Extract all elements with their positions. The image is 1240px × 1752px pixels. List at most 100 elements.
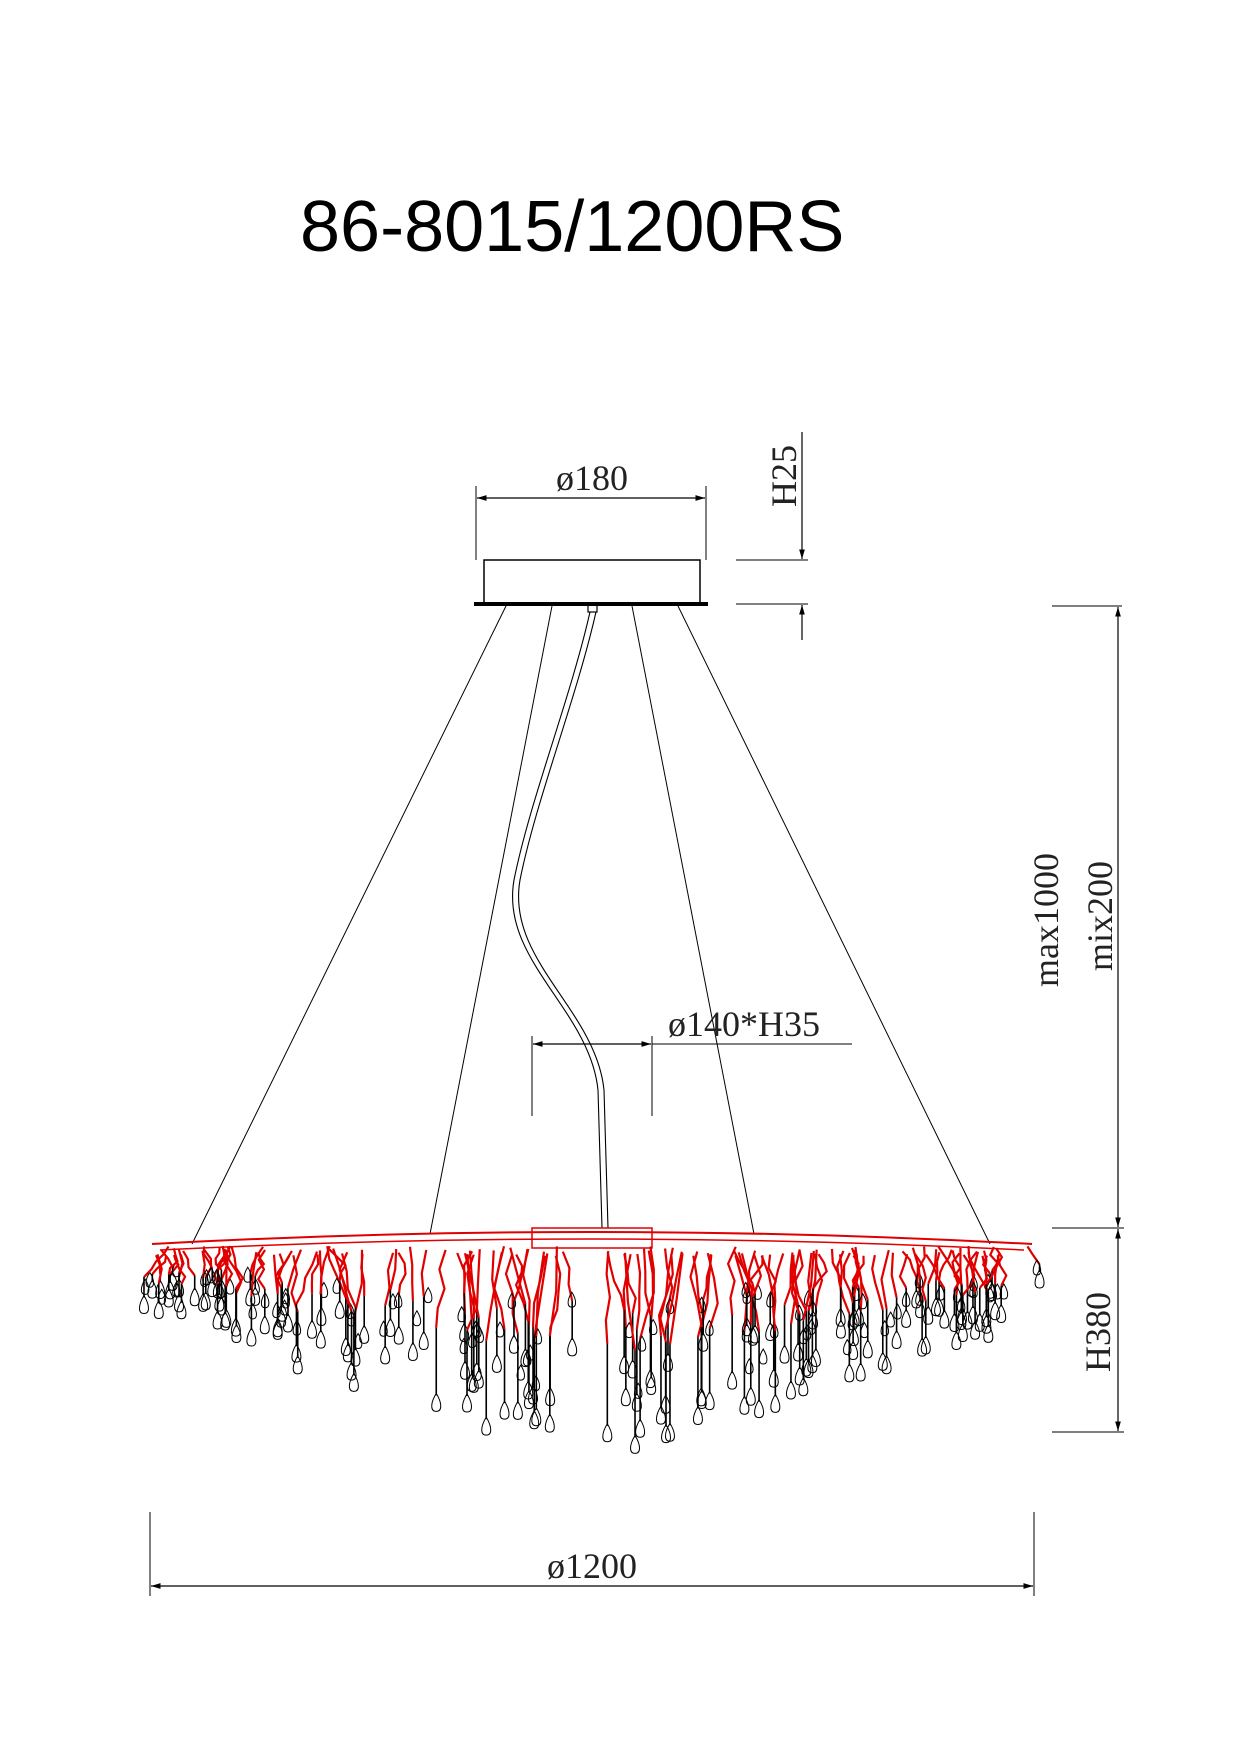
crystal-drop xyxy=(779,1344,790,1364)
crystal-drop xyxy=(936,1284,945,1301)
frame-branch xyxy=(214,1247,223,1271)
frame-branch xyxy=(606,1252,626,1311)
crystal-drop xyxy=(619,1354,630,1375)
crystal-drop xyxy=(956,1296,966,1313)
frame-branch xyxy=(217,1246,232,1271)
frame-branch xyxy=(172,1254,187,1285)
crystal-drop xyxy=(471,1320,480,1337)
frame-branch xyxy=(751,1254,763,1298)
frame-branch xyxy=(286,1249,302,1289)
crystal-drop xyxy=(793,1341,804,1362)
frame-branch xyxy=(642,1248,652,1316)
crystal-drop xyxy=(741,1281,751,1299)
crystal-drop xyxy=(853,1306,864,1327)
crystal-drop xyxy=(915,1298,926,1319)
frame-branch xyxy=(360,1253,366,1296)
crystal-drop xyxy=(459,1337,469,1355)
frame-branch xyxy=(491,1250,498,1309)
crystal-drop xyxy=(138,1294,149,1315)
frame-branch xyxy=(143,1245,170,1278)
crystal-drop xyxy=(981,1314,992,1334)
frame-branch xyxy=(623,1252,637,1351)
crystal-drop xyxy=(969,1274,978,1292)
crystal-drop xyxy=(999,1283,1009,1300)
frame-branch xyxy=(389,1248,398,1290)
crystal-drop xyxy=(862,1338,873,1359)
crystal-drop xyxy=(481,1416,492,1436)
crystal-drop xyxy=(246,1327,257,1347)
crystal-drop xyxy=(346,1361,357,1381)
frame-branch xyxy=(635,1253,642,1330)
frame-branch xyxy=(249,1246,264,1274)
frame-branch xyxy=(772,1253,785,1318)
frame-branch xyxy=(201,1250,206,1279)
crystal-drop xyxy=(216,1278,227,1298)
frame-branch xyxy=(767,1254,777,1296)
frame-branch xyxy=(807,1249,818,1311)
crystal-drop xyxy=(858,1292,868,1310)
frame-branch xyxy=(533,1253,549,1339)
crystal-drop xyxy=(307,1319,318,1339)
frame-branch xyxy=(254,1252,266,1277)
crystal-drop xyxy=(996,1303,1007,1323)
crystal-drop xyxy=(431,1392,442,1412)
crystal-drop xyxy=(281,1287,291,1305)
frame-branch xyxy=(549,1255,562,1329)
crystal-drop xyxy=(291,1343,302,1363)
frame-branch xyxy=(663,1248,674,1308)
center-plate-dimension: ø140*H35 xyxy=(531,1004,852,1116)
crystal-drop xyxy=(212,1278,223,1299)
frame-branch xyxy=(326,1246,347,1299)
crystal-drop xyxy=(768,1368,779,1388)
crystal-drop xyxy=(212,1310,223,1330)
crystal-drop xyxy=(848,1326,859,1347)
crystal-drop xyxy=(803,1289,813,1307)
crystal-drop xyxy=(727,1370,738,1390)
frame-branch xyxy=(604,1250,612,1344)
frame-branch xyxy=(790,1249,801,1315)
crystal-drop xyxy=(745,1386,756,1406)
crystal-drop xyxy=(277,1302,288,1322)
frame-branch xyxy=(408,1246,414,1301)
crystal-drop xyxy=(491,1353,502,1373)
crystal-drop xyxy=(529,1409,540,1430)
crystal-drop xyxy=(385,1317,396,1337)
crystal-drop xyxy=(393,1325,404,1345)
crystal-drop xyxy=(930,1296,941,1317)
crystal-drop xyxy=(544,1413,555,1433)
frame-branch xyxy=(466,1254,473,1320)
crystal-drop xyxy=(516,1364,526,1381)
frame-branch xyxy=(664,1251,683,1330)
suspension-max-label: max1000 xyxy=(1026,853,1066,987)
crystal-drop xyxy=(766,1291,775,1308)
frame-branch xyxy=(328,1248,347,1282)
crystal-drop xyxy=(631,1392,642,1412)
frame-branch xyxy=(702,1254,712,1301)
frame-branch xyxy=(531,1255,547,1327)
crystal-drop xyxy=(528,1385,539,1405)
frame-branch xyxy=(938,1249,953,1281)
crystal-drop xyxy=(202,1268,211,1286)
frame-branch xyxy=(420,1249,428,1297)
crystal-drop xyxy=(153,1299,164,1320)
crystal-drop xyxy=(282,1313,293,1333)
crystal-drop xyxy=(388,1292,398,1310)
crystal-drop xyxy=(225,1278,235,1295)
crystal-drop xyxy=(956,1305,967,1326)
crystal-drop xyxy=(969,1281,978,1299)
crystal-drop xyxy=(835,1307,846,1327)
crystal-drop xyxy=(891,1329,902,1350)
crystal-drop xyxy=(661,1423,672,1444)
crystal-drop xyxy=(245,1286,256,1307)
crystal-drop xyxy=(704,1390,715,1411)
crystal-drop xyxy=(662,1352,673,1372)
crystal-drop xyxy=(754,1398,765,1419)
crystal-drop xyxy=(499,1400,510,1420)
crystal-drop xyxy=(739,1395,750,1415)
canopy-height-label: H25 xyxy=(764,445,804,507)
crystal-drop xyxy=(157,1288,166,1305)
frame-branch xyxy=(836,1250,851,1314)
crystal-drop xyxy=(412,1309,422,1327)
crystal-drop xyxy=(765,1321,776,1342)
